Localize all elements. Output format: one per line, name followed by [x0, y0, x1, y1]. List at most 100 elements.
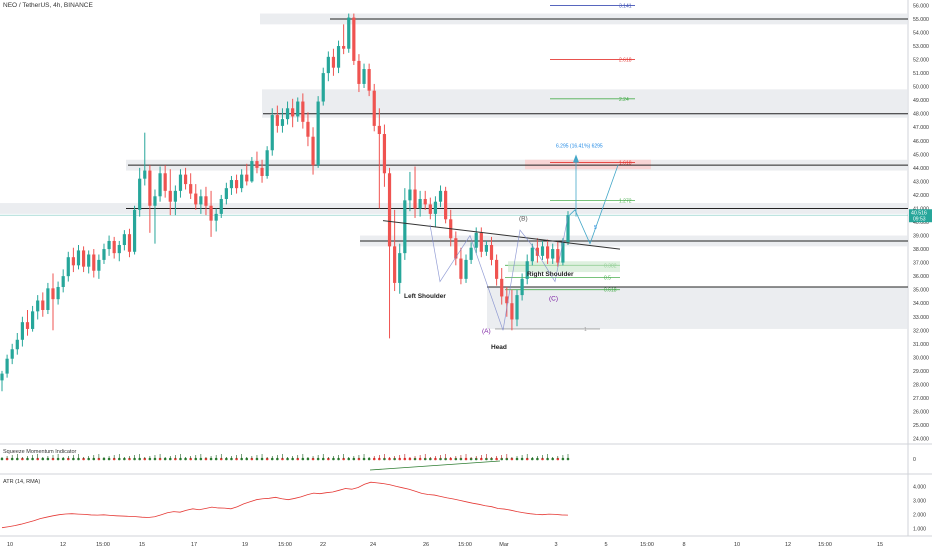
candle-body — [408, 189, 412, 201]
candle-body — [102, 249, 106, 260]
candle-body — [306, 121, 310, 137]
candle-body — [61, 276, 65, 287]
candle-body — [46, 288, 50, 310]
last-price-value: 40.516 — [911, 211, 927, 217]
price-tick-label: 32.000 — [913, 328, 929, 334]
symbol-title: NEO / TetherUS, 4h, BINANCE — [3, 2, 93, 9]
candle-body — [321, 73, 325, 102]
candle-body — [168, 190, 172, 202]
time-tick-label: 24 — [370, 542, 376, 548]
countdown-value: 09:53 — [913, 217, 926, 223]
price-tick-label: 27.000 — [913, 396, 929, 402]
candle-body — [316, 101, 320, 166]
neckline — [382, 220, 621, 250]
candle-body — [566, 215, 570, 243]
candle-body — [87, 254, 91, 267]
candle-body — [433, 201, 438, 214]
candle-body — [183, 174, 188, 185]
time-tick-label: 26 — [423, 542, 429, 548]
target-measure-label: 6.295 (16.41%) 6295 — [556, 144, 603, 150]
candle-body — [189, 184, 193, 194]
atr-tick-label: 1.000 — [913, 526, 926, 532]
price-tick-label: 42.000 — [913, 193, 929, 199]
time-tick-label: 15:00 — [278, 542, 292, 548]
time-tick-label: 15 — [139, 542, 145, 548]
candle-body — [510, 303, 514, 320]
candle-body — [362, 69, 366, 84]
price-tick-label: 40.000 — [913, 220, 929, 226]
candle-body — [0, 373, 4, 381]
candle-body — [382, 134, 387, 174]
candle-body — [464, 259, 468, 279]
price-tick-label: 53.000 — [913, 44, 929, 50]
time-tick-label: 10 — [7, 542, 13, 548]
candle-body — [428, 204, 432, 214]
candle-body — [484, 245, 489, 252]
atr-tick-label: 2.000 — [913, 512, 926, 518]
candle-body — [250, 161, 254, 182]
price-tick-label: 46.000 — [913, 139, 929, 145]
candle-body — [515, 295, 519, 320]
atr-line — [1, 481, 569, 529]
candle-body — [92, 254, 96, 271]
fib-level-label: 0.5 — [604, 276, 611, 282]
price-tick-label: 35.000 — [913, 288, 929, 294]
price-tick-label: 54.000 — [913, 30, 929, 36]
candle-body — [122, 234, 126, 246]
price-tick-label: 49.000 — [913, 98, 929, 104]
candle-body — [163, 173, 167, 191]
candle-body — [495, 259, 499, 279]
price-tick-label: 29.000 — [913, 369, 929, 375]
wave-a-label: (A) — [482, 328, 491, 335]
time-tick-label: 15 — [877, 542, 883, 548]
candle-body — [56, 286, 60, 300]
candle-body — [51, 288, 55, 300]
price-tick-label: 52.000 — [913, 58, 929, 64]
price-tick-label: 50.000 — [913, 85, 929, 91]
price-tick-label: 48.000 — [913, 112, 929, 118]
candle-body — [255, 161, 259, 168]
candle-body — [367, 69, 371, 91]
candle-body — [423, 198, 427, 205]
candle-body — [30, 311, 35, 329]
time-tick-label: 15:00 — [458, 542, 472, 548]
fib-band — [508, 261, 620, 273]
candle-body — [10, 349, 14, 359]
candle-body — [393, 246, 397, 283]
candle-body — [551, 249, 555, 259]
time-tick-label: 5 — [604, 542, 607, 548]
time-tick-label: 15:00 — [640, 542, 654, 548]
price-tick-label: 34.000 — [913, 301, 929, 307]
fib-level-label: 1.272 — [619, 198, 632, 204]
candle-body — [418, 198, 422, 209]
time-tick-label: 22 — [320, 542, 326, 548]
candle-body — [530, 247, 534, 262]
candle-body — [357, 60, 361, 84]
candle-body — [112, 240, 116, 254]
candle-body — [285, 108, 290, 120]
candle-body — [301, 101, 305, 122]
candle-body — [311, 136, 315, 166]
price-zone — [262, 89, 908, 118]
candle-body — [265, 150, 269, 176]
candle-body — [178, 174, 183, 191]
price-tick-label: 24.000 — [913, 437, 929, 443]
candle-body — [296, 101, 300, 117]
candle-body — [117, 245, 121, 254]
time-tick-label: 8 — [682, 542, 685, 548]
candle-body — [270, 115, 274, 151]
candle-body — [66, 257, 70, 277]
time-tick-label: 3 — [554, 542, 557, 548]
candle-body — [127, 234, 132, 252]
candle-body — [15, 339, 19, 350]
fib-level-label: 2.24 — [619, 97, 629, 103]
candle-body — [454, 238, 458, 259]
candle-body — [204, 196, 208, 206]
candle-body — [500, 278, 504, 297]
candle-body — [387, 173, 392, 247]
candle-body — [505, 296, 509, 304]
wave-path — [429, 216, 569, 331]
time-tick-label: Mar — [499, 542, 509, 548]
candle-body — [342, 46, 346, 49]
